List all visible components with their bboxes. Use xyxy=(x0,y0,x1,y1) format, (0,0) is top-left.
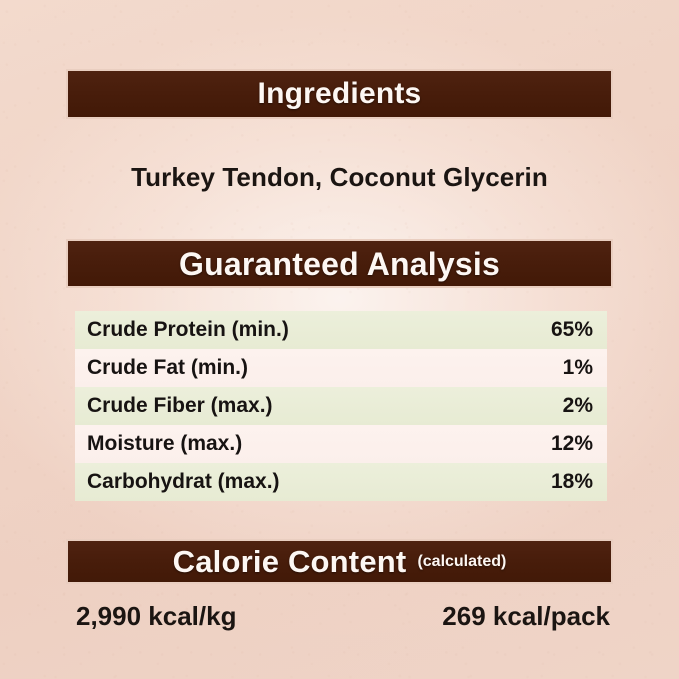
table-row: Carbohydrat (max.) 18% xyxy=(75,463,607,501)
table-row: Crude Fat (min.) 1% xyxy=(75,349,607,387)
nutrient-value: 65% xyxy=(550,318,593,341)
calorie-content-subheading: (calculated) xyxy=(417,552,507,570)
nutrient-name: Crude Fat (min.) xyxy=(87,356,248,379)
table-row: Crude Fiber (max.) 2% xyxy=(75,387,607,425)
table-row: Crude Protein (min.) 65% xyxy=(75,311,607,349)
ingredients-heading: Ingredients xyxy=(257,77,422,110)
ingredients-section-header: Ingredients xyxy=(66,69,613,119)
ingredients-list-text: Turkey Tendon, Coconut Glycerin xyxy=(131,162,548,192)
nutrient-value: 2% xyxy=(562,394,593,417)
calories-per-pack: 269 kcal/pack xyxy=(442,601,610,631)
guaranteed-analysis-section-header: Guaranteed Analysis xyxy=(66,239,613,288)
nutrient-name: Carbohydrat (max.) xyxy=(87,470,280,493)
nutrient-name: Moisture (max.) xyxy=(87,432,243,455)
nutrient-value: 1% xyxy=(562,356,593,379)
nutrient-value: 18% xyxy=(550,470,593,493)
guaranteed-analysis-table: Crude Protein (min.) 65% Crude Fat (min.… xyxy=(75,311,607,501)
nutrient-name: Crude Fiber (max.) xyxy=(87,394,273,417)
calories-per-kg: 2,990 kcal/kg xyxy=(76,601,237,631)
calorie-content-section-header: Calorie Content (calculated) xyxy=(66,539,613,584)
calorie-content-heading: Calorie Content xyxy=(172,544,407,579)
calorie-values-row: 2,990 kcal/kg 269 kcal/pack xyxy=(76,601,610,632)
guaranteed-analysis-heading: Guaranteed Analysis xyxy=(179,245,500,282)
nutrient-name: Crude Protein (min.) xyxy=(87,318,289,341)
table-row: Moisture (max.) 12% xyxy=(75,425,607,463)
nutrient-value: 12% xyxy=(550,432,593,455)
